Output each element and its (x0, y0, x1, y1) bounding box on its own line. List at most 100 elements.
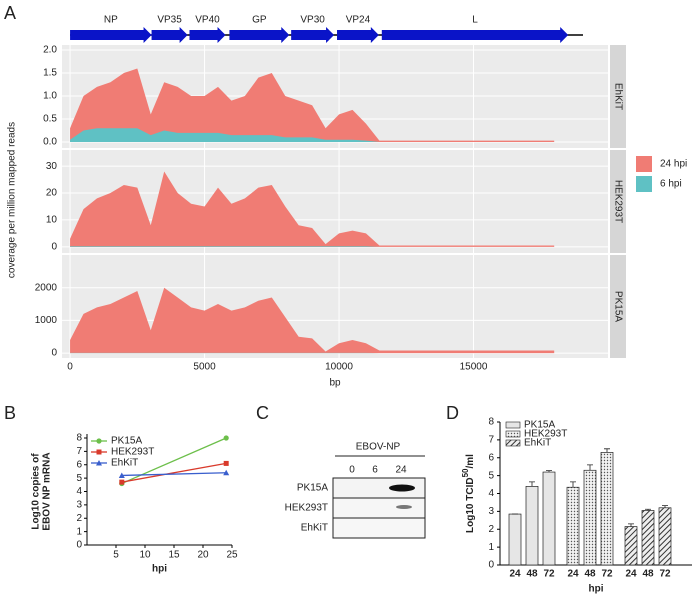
y-tick-label: 1 (76, 526, 82, 537)
y-tick-label: 8 (76, 433, 82, 444)
x-axis-label: bp (329, 378, 341, 389)
legend-marker (96, 438, 102, 444)
series-line (121, 462, 227, 483)
point (223, 460, 229, 466)
x-tick-label: 72 (601, 569, 613, 580)
coverage-area (70, 68, 555, 143)
panel-letter: A (4, 3, 16, 23)
gene-label: L (472, 15, 478, 26)
legend-swatch (505, 439, 521, 447)
error-bar (570, 481, 576, 488)
x-tick-label: 24 (567, 569, 579, 580)
strip-label: PK15A (612, 291, 623, 322)
gene-label: VP40 (195, 15, 220, 26)
y-tick-label: 3 (488, 506, 494, 517)
blot-strip (332, 497, 426, 519)
legend-swatch (636, 176, 652, 192)
error-bar (628, 523, 634, 527)
gene-arrow (151, 27, 188, 43)
gene-label: NP (104, 15, 118, 26)
lane-label: 6 (372, 465, 378, 476)
legend-label: EhKiT (524, 438, 551, 449)
gene-arrow (189, 27, 226, 43)
gene-arrow (229, 27, 290, 43)
legend-marker (96, 460, 102, 466)
y-tick-label: 4 (76, 486, 82, 497)
y-tick-label: 7 (76, 446, 82, 457)
row-label: EhKiT (301, 523, 328, 534)
point (119, 479, 125, 485)
y-tick-label: 4 (488, 488, 494, 499)
x-tick-label: 24 (625, 569, 637, 580)
y-tick-label: 0 (488, 560, 494, 571)
y-tick-label: 3 (76, 500, 82, 511)
x-tick-label: 25 (226, 550, 238, 561)
y-tick-label: 6 (488, 452, 494, 463)
strip (610, 255, 626, 358)
row-label: PK15A (297, 483, 328, 494)
legend-label: HEK293T (524, 429, 567, 440)
gene-label: VP24 (346, 15, 371, 26)
x-tick-label: 10000 (325, 362, 353, 373)
y-tick-label: 8 (488, 417, 494, 428)
y-axis-label-part: 50 (461, 468, 470, 477)
lane-label: 24 (395, 465, 407, 476)
blot: EBOV-NP 0 6 24 PK15A HEK293T EhKiT (285, 442, 426, 539)
x-tick-label: 5000 (193, 362, 216, 373)
y-tick-label: 0 (51, 348, 57, 359)
x-tick-label: 15 (168, 550, 180, 561)
legend-label: 24 hpi (660, 159, 687, 170)
y-tick-label: 2 (76, 513, 82, 524)
error-bar (604, 448, 610, 453)
y-tick-label: 1000 (35, 315, 58, 326)
legend-swatch (636, 156, 652, 172)
x-tick-label: 48 (526, 569, 538, 580)
lane-label: 0 (349, 465, 355, 476)
panel-letter: D (446, 403, 459, 423)
y-tick-label: 6 (76, 459, 82, 470)
bar (566, 486, 580, 566)
y-tick-label: 5 (488, 470, 494, 481)
y-tick-label: 2.0 (43, 45, 57, 56)
strip-label: HEK293T (612, 180, 623, 223)
blot-strip (332, 517, 426, 539)
legend-label: EhKiT (111, 458, 138, 469)
bar (583, 469, 597, 566)
legend-marker (96, 449, 102, 455)
band (396, 505, 412, 509)
y-tick-label: 10 (46, 215, 58, 226)
gene-label: GP (252, 15, 267, 26)
error-bar (529, 481, 535, 487)
gene-arrow (70, 27, 152, 43)
y-tick-label: 30 (46, 161, 58, 172)
x-tick-label: 0 (67, 362, 73, 373)
legend-swatch (505, 421, 521, 429)
strip (610, 45, 626, 148)
bar (658, 507, 672, 566)
legend-label: HEK293T (111, 447, 154, 458)
coverage-area (70, 128, 555, 143)
y-axis-label-part: Log10 TCID (465, 477, 476, 533)
x-axis-label: hpi (152, 564, 167, 575)
error-bar (662, 505, 668, 508)
bar (542, 471, 556, 566)
point (223, 435, 229, 441)
blot-title: EBOV-NP (356, 442, 401, 453)
legend-swatch (505, 430, 521, 438)
x-tick-label: 72 (659, 569, 671, 580)
y-axis-label: EBOV NP mRNA (42, 452, 53, 530)
x-tick-label: 48 (642, 569, 654, 580)
y-axis-label: Log10 copies of (31, 453, 42, 530)
panel-letter: B (4, 403, 16, 423)
error-bar (587, 464, 593, 471)
gene-label: VP30 (300, 15, 325, 26)
legend-label: 6 hpi (660, 179, 682, 190)
strip (610, 150, 626, 253)
x-tick-label: 20 (197, 550, 209, 561)
point (223, 469, 230, 476)
x-tick-label: 72 (543, 569, 555, 580)
y-tick-label: 0.5 (43, 114, 57, 125)
y-axis-label-part: /ml (465, 454, 476, 469)
strip-label: EhKiT (612, 83, 623, 110)
